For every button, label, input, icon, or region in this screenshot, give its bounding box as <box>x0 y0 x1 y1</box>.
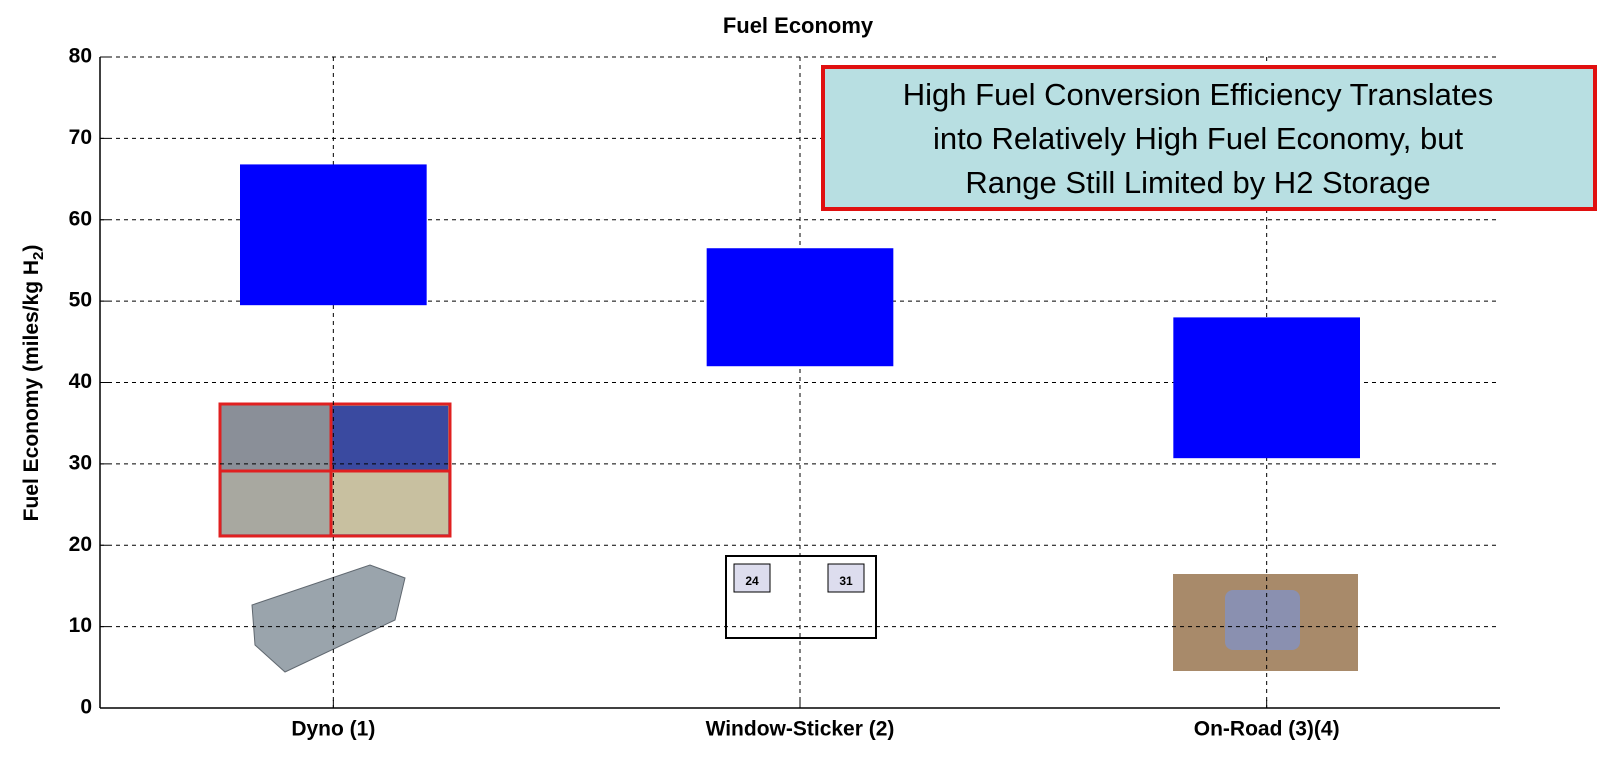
road-car <box>1225 590 1300 650</box>
y-axis-label: Fuel Economy (miles/kg H2) <box>20 245 47 522</box>
x-tick-label: On-Road (3)(4) <box>1194 718 1340 741</box>
sticker-highway: 31 <box>839 574 853 588</box>
annotation-box <box>821 65 1597 211</box>
y-tick-label: 50 <box>69 289 92 312</box>
bar <box>1173 317 1360 459</box>
dyno-photos <box>218 402 452 538</box>
annotation-line: into Relatively High Fuel Economy, but <box>933 121 1464 156</box>
y-tick-label: 40 <box>69 370 92 393</box>
y-tick-label: 10 <box>69 614 92 637</box>
sticker-city: 24 <box>745 574 759 588</box>
dyno-machine <box>251 564 406 673</box>
x-tick-label: Dyno (1) <box>291 718 375 741</box>
bar <box>240 164 427 306</box>
y-tick-label: 70 <box>69 126 92 149</box>
y-label-text: Fuel Economy (miles/kg H <box>20 260 43 521</box>
bar <box>706 248 894 367</box>
annotation-line: Range Still Limited by H2 Storage <box>965 165 1430 200</box>
y-tick-label: 30 <box>69 451 92 474</box>
y-tick-label: 60 <box>69 207 92 230</box>
x-tick-label: Window-Sticker (2) <box>706 718 895 741</box>
y-tick-label: 80 <box>69 45 92 68</box>
y-label-end: ) <box>20 245 43 252</box>
window-sticker: 24 31 <box>722 536 882 678</box>
y-tick-label: 0 <box>80 696 92 719</box>
chart-title: Fuel Economy <box>723 13 874 38</box>
annotation-line: High Fuel Conversion Efficiency Translat… <box>903 77 1493 112</box>
y-tick-label: 20 <box>69 533 92 556</box>
y-label-sub: 2 <box>30 252 47 260</box>
